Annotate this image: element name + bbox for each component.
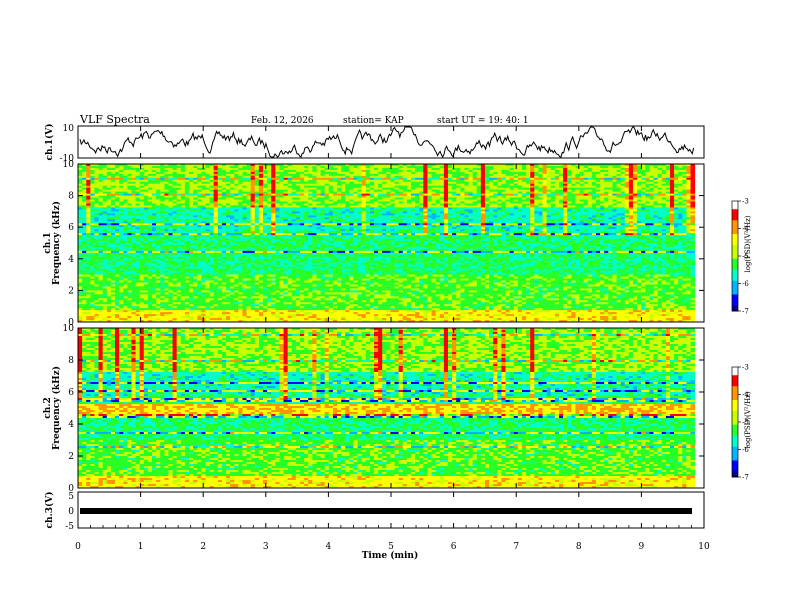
start-time-label: start UT = 19: 40: 1 (437, 116, 529, 126)
ch1-spectrogram-ytick-label: 8 (68, 192, 74, 202)
ch1-colorbar-tick-label: -5 (742, 253, 749, 261)
ch3-ytick-label: 0 (68, 507, 74, 517)
ch1-spectrogram-channel-label: ch.1 (43, 232, 53, 253)
station-label: station= KAP (343, 116, 404, 126)
ch2-colorbar-label: log(PSD)(V²/Hz) (744, 391, 752, 448)
time-axis-tick-label: 8 (576, 542, 582, 552)
ch1-spectrogram-ylabel: Frequency (kHz) (51, 201, 62, 285)
ch1-colorbar-tick-label: -3 (742, 198, 749, 206)
ch1-colorbar-tick-label: -4 (742, 225, 749, 233)
ch1-ytick-bottom: -10 (60, 154, 75, 164)
ch2-colorbar-tick-label: -4 (742, 391, 749, 399)
ch1-waveform-trace (79, 126, 695, 159)
time-axis-tick-label: 0 (75, 542, 81, 552)
ch2-spectrogram-ytick-label: 8 (68, 356, 74, 366)
ch2-colorbar-tick-label: -7 (742, 474, 749, 482)
ch1-spectrogram-ytick-label: 10 (63, 160, 75, 170)
ch2-spectrogram-ytick-label: 2 (68, 452, 74, 462)
ch3-waveform-panel: 50-5 ch.3(V) 0 1 2 3 4 5 6 7 8 9 10 Time (min) (44, 126, 710, 561)
time-axis-tick-label: 1 (138, 542, 144, 552)
time-axis-tick-label: 2 (200, 542, 206, 552)
ch3-ytick-label: -5 (65, 522, 74, 532)
ch1-waveform-frame (77, 125, 705, 159)
ch2-colorbar: -3 -4 -5 -6 -7 (731, 364, 749, 482)
ch2-colorbar-tick-label: -5 (742, 419, 749, 427)
time-axis-tick-label: 4 (326, 542, 332, 552)
ch2-spectrogram-ytick-label: 4 (68, 420, 74, 430)
ch1-ytick-top: 10 (63, 124, 75, 134)
ch1-spectrogram-ytick-label: 0 (68, 318, 74, 328)
ch1-colorbar-tick-label: -7 (742, 308, 749, 316)
ch1-colorbar: -3 -4 -5 -6 -7 (731, 198, 749, 316)
date-label: Feb. 12, 2026 (251, 116, 314, 126)
ch2-colorbar-tick-label: -6 (742, 446, 749, 454)
ch2-spectrogram-image (78, 328, 704, 489)
time-axis-tick-label: 5 (388, 542, 394, 552)
time-axis-tick-label: 3 (263, 542, 269, 552)
ch2-spectrogram-ytick-label: 0 (68, 484, 74, 494)
figure-title: VLF Spectra (79, 113, 150, 126)
ch3-waveform-trace (80, 508, 692, 514)
ch2-spectrogram-ytick-label: 6 (68, 388, 74, 398)
ch1-colorbar-tick-label: -6 (742, 280, 749, 288)
time-axis-tick-label: 10 (698, 542, 710, 552)
ch1-waveform-ylabel: ch.1(V) (44, 124, 55, 161)
ch1-waveform-panel: 10 -10 ch.1(V) (44, 124, 705, 164)
ch2-spectrogram-ylabel: Frequency (kHz) (51, 366, 62, 450)
ch3-ytick-label: 5 (68, 492, 74, 502)
ch1-spectrogram-ytick-label: 2 (68, 286, 74, 296)
ch3-waveform-ylabel: ch.3(V) (44, 492, 55, 529)
ch2-spectrogram-ytick-label: 10 (63, 324, 75, 334)
ch1-spectrogram-image (78, 164, 704, 323)
ch2-colorbar-tick-label: -3 (742, 364, 749, 372)
time-axis-tick-label: 6 (451, 542, 457, 552)
time-axis-label: Time (min) (362, 550, 419, 561)
ch2-spectrogram-channel-label: ch.2 (43, 397, 53, 418)
ch1-spectrogram-ytick-label: 6 (68, 223, 74, 233)
time-axis-tick-label: 7 (513, 542, 519, 552)
time-axis-tick-label: 9 (639, 542, 645, 552)
ch1-colorbar-label: log(PSD)(V²/Hz) (744, 215, 752, 272)
ch1-spectrogram-ytick-label: 4 (68, 255, 74, 265)
